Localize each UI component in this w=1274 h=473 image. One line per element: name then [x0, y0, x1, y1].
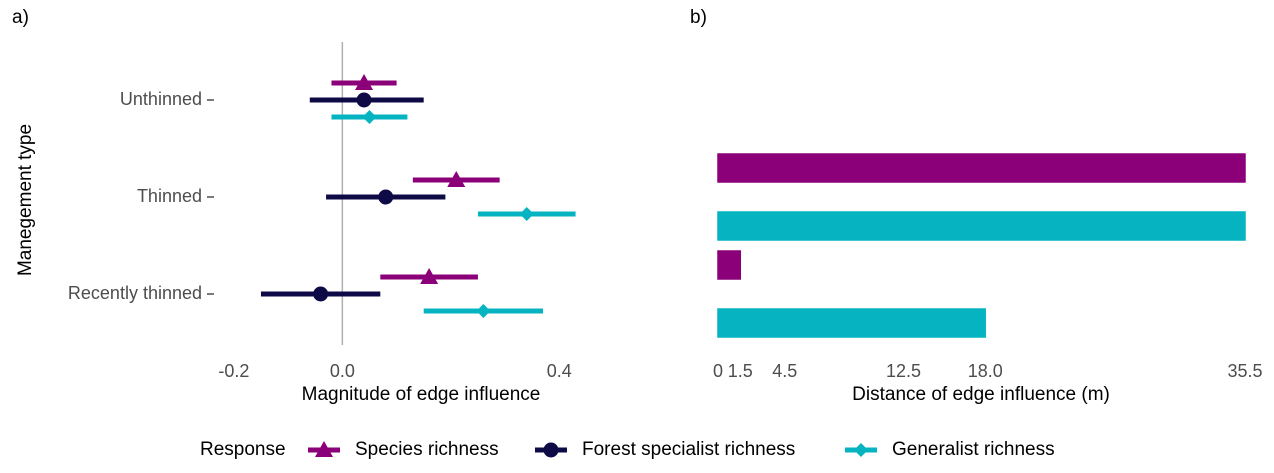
x-tick-label: 18.0 [968, 361, 1003, 381]
x-axis-title: Distance of edge influence (m) [852, 384, 1110, 405]
x-tick-label: 4.5 [772, 361, 797, 381]
marker [356, 92, 372, 108]
panel-label: a) [12, 7, 29, 28]
marker [362, 110, 377, 124]
marker [854, 443, 868, 457]
x-tick-label: 0 [713, 361, 723, 381]
x-tick-label: 35.5 [1227, 361, 1262, 381]
legend-label: Generalist richness [892, 439, 1055, 460]
marker [313, 286, 329, 302]
x-tick-label: 12.5 [886, 361, 921, 381]
bar [717, 211, 1246, 241]
marker [447, 171, 466, 187]
legend-label: Forest specialist richness [582, 439, 795, 460]
x-axis-title: Magnitude of edge influence [302, 384, 541, 405]
marker [355, 74, 374, 90]
marker [378, 189, 394, 205]
bar [717, 250, 742, 280]
marker [519, 207, 534, 221]
y-axis-title: Manegement type [15, 124, 36, 276]
marker [420, 268, 439, 284]
y-tick-label: Recently thinned [68, 283, 202, 303]
marker [543, 442, 559, 458]
x-tick-label: -0.2 [218, 361, 249, 381]
y-tick-label: Unthinned [120, 89, 202, 109]
x-tick-label: 0.0 [330, 361, 355, 381]
x-tick-label: 1.5 [728, 361, 753, 381]
bar [717, 308, 986, 338]
panel-label: b) [690, 7, 707, 28]
marker [315, 441, 333, 457]
marker [476, 304, 491, 318]
legend-label: Species richness [355, 439, 499, 460]
x-tick-label: 0.4 [547, 361, 572, 381]
legend-title: Response [200, 439, 286, 460]
bar [717, 153, 1246, 183]
y-tick-label: Thinned [137, 186, 202, 206]
